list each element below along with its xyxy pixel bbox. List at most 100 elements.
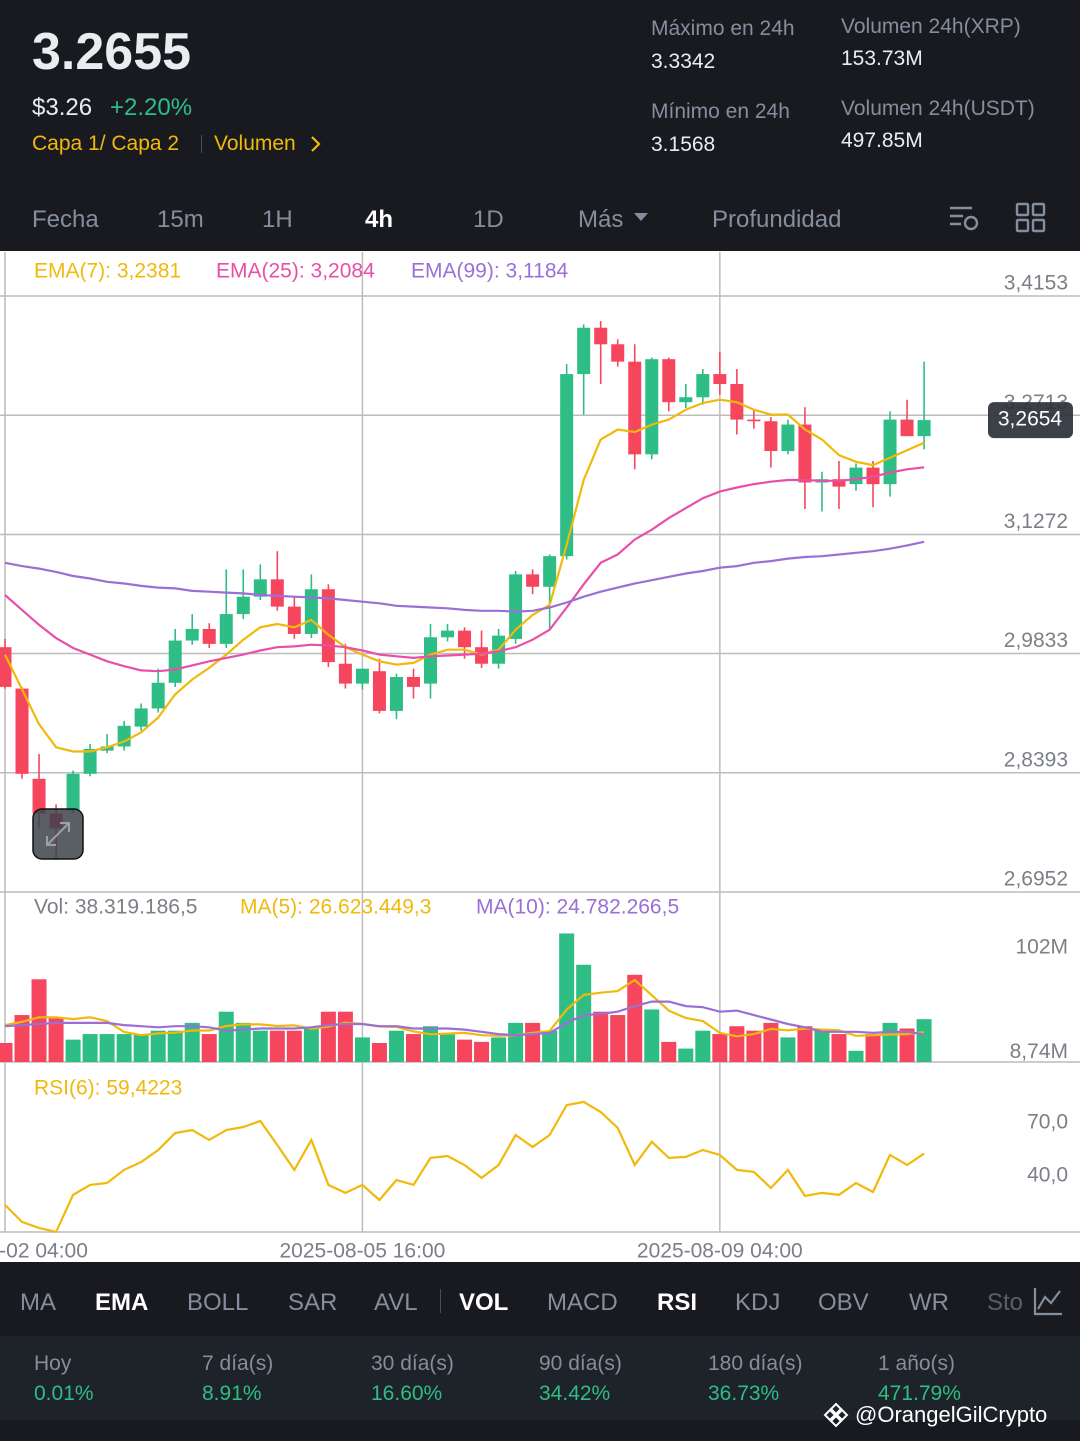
volume-bar [848, 1050, 864, 1062]
tab[interactable]: 1D [473, 206, 504, 233]
performance-label: 1 año(s) [878, 1352, 956, 1375]
volume-bar [610, 1015, 626, 1062]
candle-body [134, 708, 148, 727]
performance-bar [0, 1336, 1080, 1420]
volume-bar [269, 1030, 285, 1062]
y-tick-label: 2,8393 [1004, 748, 1068, 771]
y-tick-label: 3,1272 [1004, 510, 1068, 533]
volume-bar [525, 1022, 541, 1062]
candle-body [151, 682, 165, 709]
candle-body [441, 630, 455, 638]
tab[interactable]: Fecha [32, 206, 99, 233]
performance-value: 8.91% [202, 1382, 262, 1405]
expand-icon [46, 822, 70, 846]
volume-bar [831, 1034, 847, 1062]
performance-value: 16.60% [371, 1382, 443, 1405]
tab[interactable]: 15m [157, 206, 204, 233]
settings-icon[interactable] [947, 202, 983, 234]
indicator[interactable]: VOL [459, 1289, 509, 1316]
candle-body [509, 574, 523, 639]
indicator[interactable]: AVL [374, 1289, 418, 1316]
ema-line [4, 398, 925, 753]
y-tick-label: 102M [1015, 936, 1068, 959]
price-tag-label: 3,2654 [998, 408, 1063, 431]
indicator[interactable]: EMA [95, 1289, 149, 1316]
volume-bar [457, 1039, 473, 1062]
tag[interactable]: Volumen [214, 132, 296, 155]
volume-bar [916, 1019, 932, 1062]
legend-entry: MA(10): 24.782.266,5 [476, 896, 679, 919]
chart: 3,41533,27133,12722,98332,83932,69522025… [0, 251, 1080, 1262]
chart-layer: 3,41533,27133,12722,98332,83932,69522025… [0, 252, 1080, 1262]
volume-bar [167, 1030, 183, 1062]
volume-bar [780, 1037, 796, 1062]
volume-bar [814, 1030, 830, 1062]
stat-value: 3.1568 [651, 133, 716, 156]
candle-body [15, 688, 29, 774]
volume-bar [712, 1034, 728, 1062]
volume-bar [644, 1009, 660, 1062]
stat-label: Máximo en 24h [651, 17, 795, 40]
tag[interactable]: Capa 1/ Capa 2 [32, 132, 180, 155]
candle-body [185, 628, 199, 641]
stat-label: Volumen 24h(USDT) [841, 97, 1035, 120]
performance-label: 90 día(s) [539, 1352, 622, 1375]
volume-bar [371, 1042, 387, 1062]
volume-bar [184, 1022, 200, 1062]
tab[interactable]: 4h [365, 206, 394, 233]
ema-line [4, 466, 925, 673]
candle-body [747, 419, 761, 422]
tab[interactable]: Profundidad [712, 206, 842, 233]
volume-bar [303, 1028, 319, 1062]
volume-bar [235, 1022, 251, 1062]
y-tick-label: 8,74M [1010, 1040, 1068, 1063]
legend-entry: Vol: 38.319.186,5 [34, 896, 197, 919]
candle-body [219, 614, 233, 644]
performance-label: 30 día(s) [371, 1352, 454, 1375]
candle-body [849, 467, 863, 485]
volume-bar [218, 1011, 234, 1062]
y-tick-label: 2,9833 [1004, 629, 1068, 652]
chart-background [0, 251, 1080, 1262]
candle-body [781, 424, 795, 452]
candle-body [594, 327, 608, 345]
candle-body [236, 596, 250, 615]
candle-body [100, 746, 114, 751]
indicator[interactable]: Sto [987, 1289, 1024, 1316]
y-tick-label: 3,4153 [1004, 272, 1068, 295]
tab[interactable]: Más [578, 206, 624, 233]
y-tick-label: 70,0 [1027, 1111, 1068, 1134]
stat-value: 153.73M [841, 47, 923, 70]
performance-label: 180 día(s) [708, 1352, 803, 1375]
volume-bar [576, 964, 592, 1062]
indicator-settings[interactable] [1032, 1285, 1064, 1317]
indicator[interactable]: RSI [657, 1289, 698, 1316]
volume-bar [388, 1030, 404, 1062]
candle-body [611, 344, 625, 362]
volume-bar [65, 1039, 81, 1062]
indicator[interactable]: WR [909, 1289, 949, 1316]
indicator[interactable]: MA [20, 1289, 56, 1316]
volume-bar [48, 1018, 64, 1062]
volume-bar [116, 1034, 132, 1062]
volume-bar [508, 1022, 524, 1062]
performance-value: 36.73% [708, 1382, 780, 1405]
candle-body [355, 668, 369, 684]
indicator[interactable]: KDJ [735, 1289, 781, 1316]
layout-icon[interactable] [1015, 202, 1047, 234]
chevron [311, 136, 321, 152]
candle-body [662, 359, 676, 403]
candle-body [696, 374, 710, 398]
y-tick-label: 2,6952 [1004, 868, 1068, 891]
volume-bar [320, 1011, 336, 1062]
tab[interactable]: 1H [262, 206, 293, 233]
x-tick-label: 2025-08-02 04:00 [0, 1240, 88, 1262]
indicator[interactable]: MACD [547, 1289, 618, 1316]
separator [440, 1289, 441, 1313]
indicator[interactable]: OBV [818, 1289, 869, 1316]
candle-body [32, 778, 46, 814]
indicator[interactable]: SAR [288, 1289, 338, 1316]
fiat-price: $3.26 [32, 94, 93, 121]
volume-bar [405, 1034, 421, 1062]
indicator[interactable]: BOLL [187, 1289, 249, 1316]
